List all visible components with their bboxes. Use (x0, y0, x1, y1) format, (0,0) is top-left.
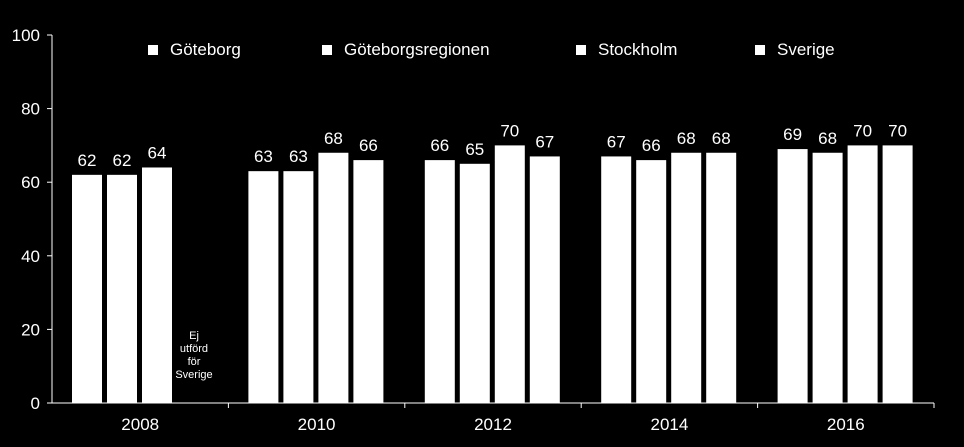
data-label: 62 (113, 151, 132, 170)
y-tick-label: 80 (21, 100, 40, 119)
bar (636, 160, 667, 403)
bar (529, 156, 560, 403)
y-tick-label: 20 (21, 320, 40, 339)
bar (494, 145, 525, 403)
legend-label: Sverige (777, 40, 835, 59)
y-tick-label: 0 (31, 394, 40, 413)
legend: Göteborg Göteborgsregionen Stockholm Sve… (0, 40, 964, 64)
data-label: 66 (642, 136, 661, 155)
x-tick-label: 2008 (121, 415, 159, 434)
data-label: 67 (607, 132, 626, 151)
data-label: 67 (535, 132, 554, 151)
x-tick-label: 2012 (474, 415, 512, 434)
legend-item-goteborg: Göteborg (148, 40, 241, 60)
legend-label: Göteborg (170, 40, 241, 59)
data-label: 70 (888, 121, 907, 140)
note-line: Sverige (175, 369, 213, 381)
data-label: 65 (465, 140, 484, 159)
legend-swatch (148, 45, 158, 55)
data-label: 70 (500, 121, 519, 140)
legend-label: Stockholm (598, 40, 678, 59)
data-label: 63 (254, 147, 273, 166)
bar (882, 145, 913, 403)
data-label: 66 (359, 136, 378, 155)
data-label: 68 (324, 129, 343, 148)
bar (424, 160, 455, 403)
legend-item-stockholm: Stockholm (576, 40, 677, 60)
bar (353, 160, 384, 403)
data-label: 64 (148, 143, 167, 162)
data-label: 62 (78, 151, 97, 170)
x-tick-label: 2010 (298, 415, 336, 434)
data-label: 66 (430, 136, 449, 155)
data-label: 68 (818, 129, 837, 148)
bar (248, 171, 279, 403)
bar (72, 174, 102, 403)
data-label: 68 (677, 129, 696, 148)
legend-item-goteborgsregionen: Göteborgsregionen (322, 40, 490, 60)
bar (847, 145, 878, 403)
bar (318, 152, 349, 403)
note-line: Ej (189, 330, 199, 342)
data-label: 69 (783, 125, 802, 144)
legend-swatch (755, 45, 765, 55)
bar (812, 152, 843, 403)
legend-label: Göteborgsregionen (344, 40, 490, 59)
bar (107, 174, 137, 403)
bar (459, 163, 490, 403)
bar (142, 167, 172, 403)
data-label: 70 (853, 121, 872, 140)
missing-data-note: Ej utförd för Sverige (168, 330, 220, 382)
legend-item-sverige: Sverige (755, 40, 835, 60)
y-tick-label: 100 (12, 26, 40, 45)
bar (671, 152, 702, 403)
note-line: för (187, 356, 201, 368)
bar (706, 152, 737, 403)
y-tick-label: 60 (21, 173, 40, 192)
data-label: 63 (289, 147, 308, 166)
x-tick-label: 2016 (827, 415, 865, 434)
x-tick-label: 2014 (650, 415, 688, 434)
legend-swatch (322, 45, 332, 55)
legend-swatch (576, 45, 586, 55)
data-label: 68 (712, 129, 731, 148)
bar (777, 149, 808, 403)
bar (283, 171, 314, 403)
y-tick-label: 40 (21, 247, 40, 266)
bar (601, 156, 632, 403)
note-line: utförd (179, 343, 209, 355)
